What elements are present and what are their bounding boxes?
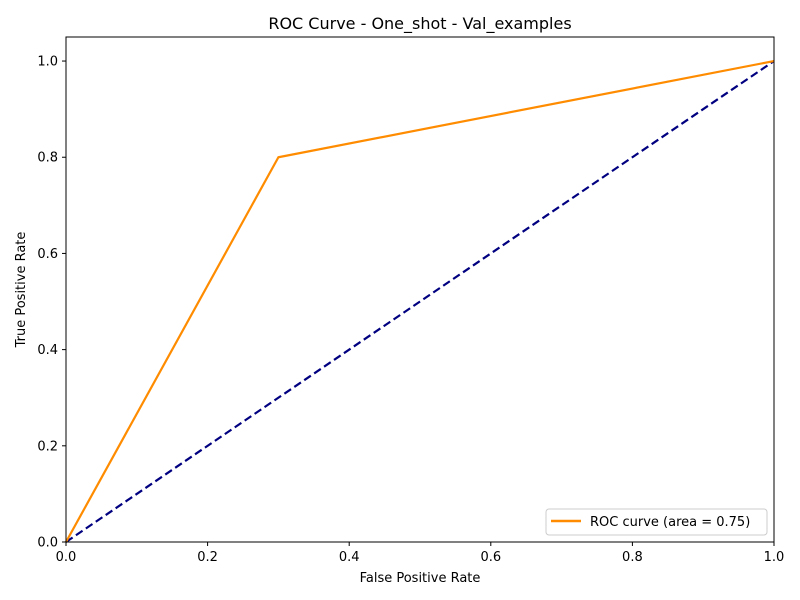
y-tick-label: 0.4: [37, 343, 58, 358]
y-axis-label: True Positive Rate: [14, 232, 29, 349]
x-tick-label: 0.4: [339, 550, 360, 565]
x-tick-label: 0.0: [56, 550, 77, 565]
legend: ROC curve (area = 0.75): [545, 508, 768, 536]
legend-label-roc: ROC curve (area = 0.75): [590, 515, 750, 530]
series-layer: [65, 59, 775, 543]
y-tick-label: 1.0: [37, 55, 58, 70]
series-line-diagonal: [65, 60, 775, 543]
x-axis-ticks: 0.0 0.2 0.4 0.6 0.8 1.0: [56, 542, 785, 565]
y-tick-label: 0.6: [37, 247, 58, 262]
x-axis-label: False Positive Rate: [360, 571, 481, 586]
y-tick-label: 0.2: [37, 439, 58, 454]
x-tick-label: 1.0: [764, 550, 785, 565]
chart-title: ROC Curve - One_shot - Val_examples: [268, 14, 571, 34]
y-tick-label: 0.8: [37, 151, 58, 166]
legend-box: [545, 508, 768, 536]
x-tick-label: 0.6: [480, 550, 501, 565]
y-axis-ticks: 0.0 0.2 0.4 0.6 0.8 1.0: [37, 55, 66, 551]
plot-area: [65, 36, 775, 543]
y-tick-label: 0.0: [37, 536, 58, 551]
x-tick-label: 0.8: [622, 550, 643, 565]
x-tick-label: 0.2: [197, 550, 218, 565]
plot-frame: [65, 36, 775, 543]
series-line-roc: [65, 59, 775, 543]
